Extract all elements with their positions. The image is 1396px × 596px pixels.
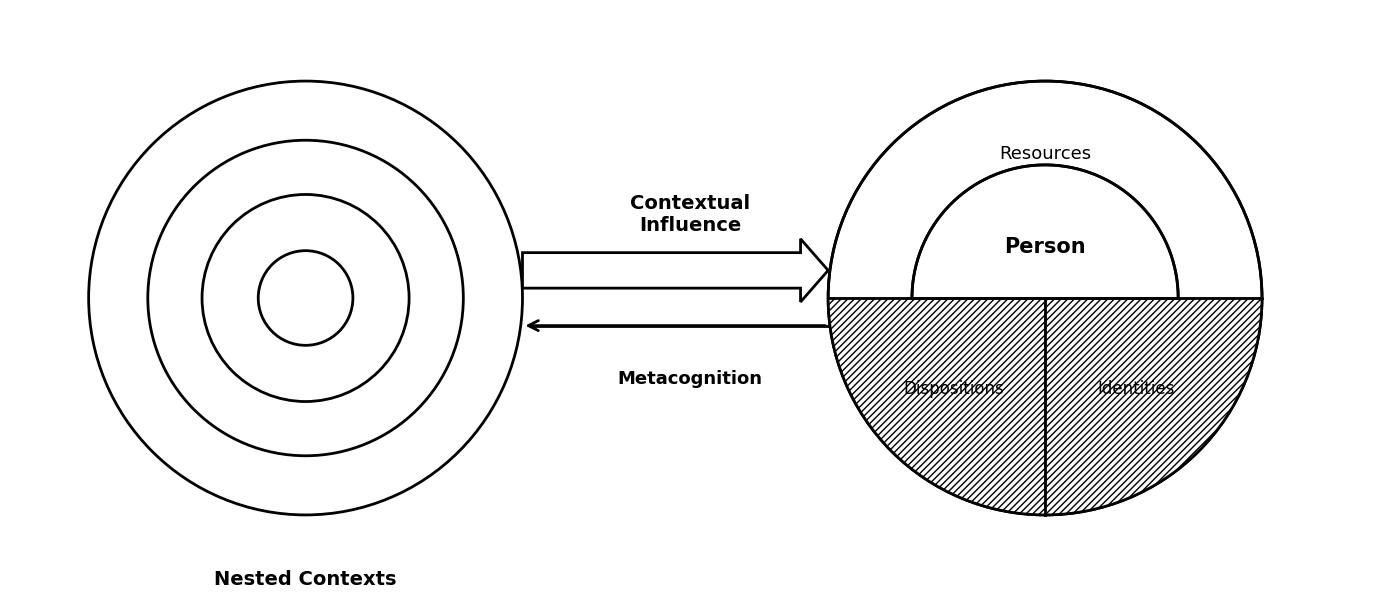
Polygon shape (522, 239, 828, 302)
Text: Nested Contexts: Nested Contexts (215, 570, 396, 588)
Text: Identities: Identities (1097, 380, 1175, 398)
Circle shape (88, 81, 522, 515)
Circle shape (828, 81, 1262, 515)
Circle shape (148, 140, 463, 456)
Text: Dispositions: Dispositions (903, 380, 1004, 398)
Text: Resources: Resources (1000, 145, 1092, 163)
Text: Person: Person (1004, 237, 1086, 257)
Circle shape (202, 194, 409, 402)
Polygon shape (912, 165, 1178, 298)
Text: Contextual
Influence: Contextual Influence (630, 194, 750, 235)
Polygon shape (828, 298, 1046, 515)
Text: Metacognition: Metacognition (617, 370, 762, 388)
Polygon shape (1046, 298, 1262, 515)
Circle shape (258, 251, 353, 345)
